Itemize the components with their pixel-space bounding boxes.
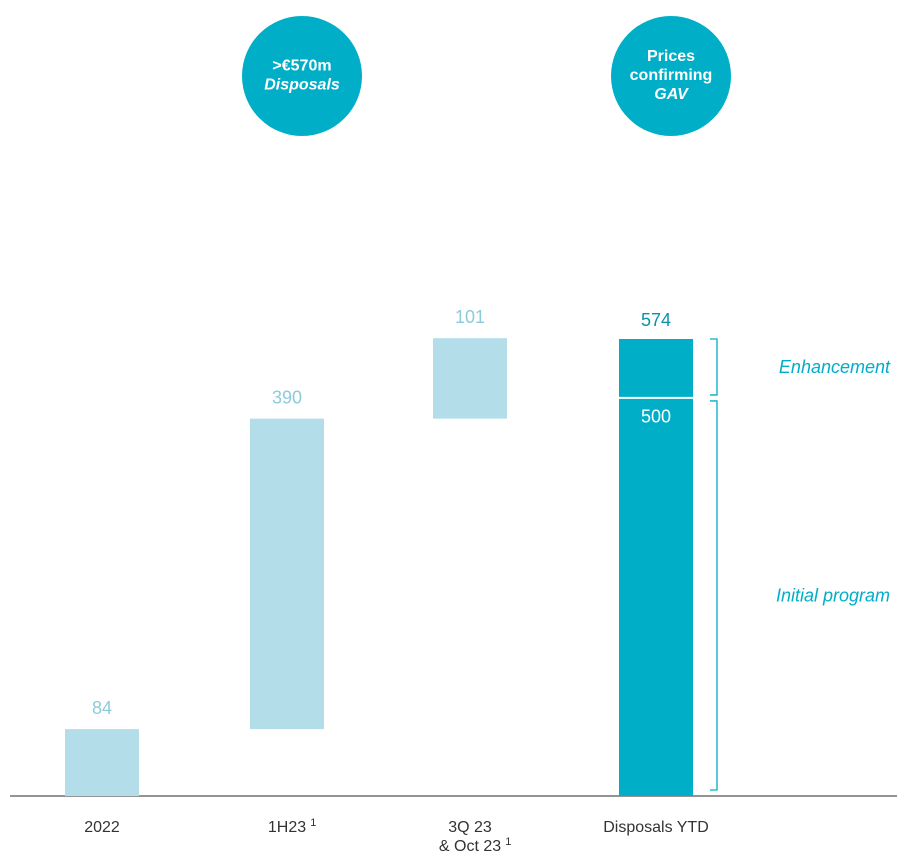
value-label: 84 [92, 698, 112, 718]
bubble [611, 16, 731, 136]
footnote-mark: 1 [310, 817, 316, 829]
bubble-text: >€570m [272, 58, 331, 75]
bubble-text: GAV [654, 86, 689, 103]
bracket [710, 400, 718, 791]
bubble-text: Disposals [264, 77, 340, 94]
value-label: 390 [272, 387, 302, 407]
bar [619, 397, 693, 796]
bracket [710, 338, 718, 396]
bar [619, 339, 693, 398]
x-tick-label: 1H23 [268, 819, 306, 836]
x-tick-label: 2022 [84, 819, 120, 836]
bracket-label: Enhancement [779, 357, 891, 377]
bubble-text: confirming [630, 67, 713, 84]
x-tick-label: Disposals YTD [603, 819, 709, 836]
bubble [242, 16, 362, 136]
value-label: 574 [641, 310, 671, 330]
bar [250, 418, 324, 730]
value-label: 101 [455, 307, 485, 327]
footnote-mark: 1 [505, 836, 511, 848]
bar [65, 729, 139, 796]
bar [433, 338, 507, 419]
value-label: 500 [641, 407, 671, 427]
x-tick-label: & Oct 23 [439, 838, 501, 855]
bubble-text: Prices [647, 48, 695, 65]
bracket-label: Initial program [776, 586, 890, 606]
x-tick-label: 3Q 23 [448, 819, 492, 836]
